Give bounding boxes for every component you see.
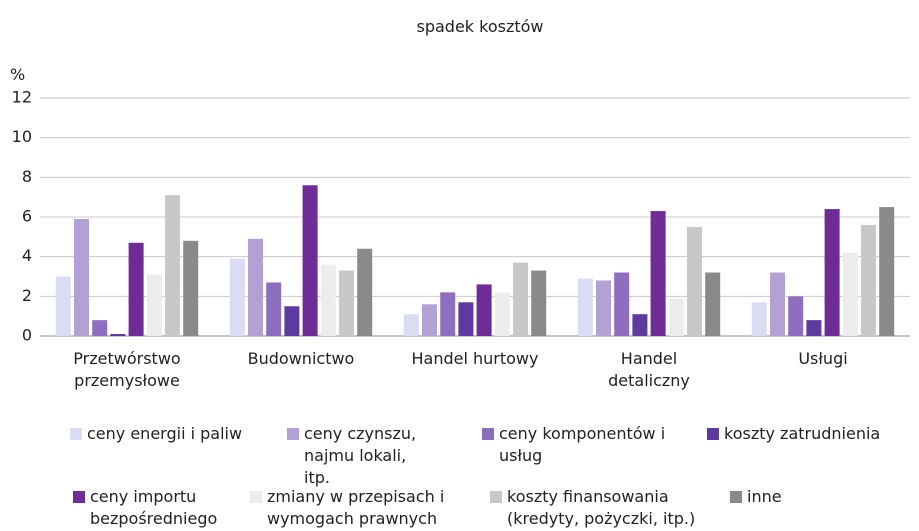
legend-item: ceny importu bezpośredniego <box>73 486 233 530</box>
bar <box>596 280 611 336</box>
bar <box>650 211 666 336</box>
legend-swatch <box>250 491 262 503</box>
bar <box>879 207 895 336</box>
y-tick-label: 12 <box>12 88 32 107</box>
bar <box>687 226 702 336</box>
legend-label: ceny energii i paliw <box>87 424 243 443</box>
legend-swatch <box>70 428 82 440</box>
bar <box>705 272 721 336</box>
x-tick-label: Przetwórstwo przemysłowe <box>73 349 181 390</box>
bar <box>668 298 684 336</box>
legend-label: koszty finansowania (kredyty, pożyczki, … <box>507 487 696 528</box>
bar <box>806 320 822 336</box>
bar <box>422 304 437 336</box>
bar <box>92 320 108 336</box>
bar <box>403 314 419 336</box>
legend-label: inne <box>747 487 782 506</box>
bar <box>577 278 593 336</box>
bar <box>751 302 767 336</box>
bar <box>110 334 126 336</box>
legend-item: koszty finansowania (kredyty, pożyczki, … <box>490 486 720 530</box>
chart-title: spadek kosztów <box>416 17 544 36</box>
bar <box>476 284 492 336</box>
x-tick-label: Budownictwo <box>247 349 355 368</box>
legend-swatch <box>482 428 494 440</box>
bar <box>146 274 162 336</box>
bar <box>632 314 648 336</box>
bar <box>165 195 180 336</box>
y-tick-label: 10 <box>12 127 32 146</box>
legend-swatch <box>73 491 85 503</box>
bar <box>183 240 199 336</box>
legend-swatch <box>730 491 742 503</box>
bar <box>74 218 89 336</box>
bar <box>614 272 630 336</box>
legend-label: ceny komponentów i usług <box>499 424 666 465</box>
y-tick-label: 4 <box>22 246 32 265</box>
bar <box>55 276 71 336</box>
legend-item: ceny komponentów i usług <box>482 423 692 467</box>
legend-item: inne <box>730 486 830 508</box>
bar <box>266 282 282 336</box>
legend-item: ceny energii i paliw <box>70 423 270 445</box>
legend-item: koszty zatrudnienia <box>707 423 917 445</box>
bar <box>861 224 876 336</box>
bar <box>128 242 144 336</box>
bar <box>531 270 547 336</box>
bar <box>824 209 840 336</box>
y-tick-label: 6 <box>22 207 32 226</box>
bar <box>229 258 245 336</box>
y-tick-label: 8 <box>22 167 32 186</box>
legend-label: zmiany w przepisach i wymogach prawnych <box>267 487 445 528</box>
bar <box>302 185 318 336</box>
bar <box>320 264 336 336</box>
x-tick-label: Usługi <box>798 349 848 368</box>
y-tick-label: 2 <box>22 286 32 305</box>
y-axis-label: % <box>10 65 26 84</box>
y-tick-label: 0 <box>22 326 32 345</box>
legend-swatch <box>490 491 502 503</box>
bar <box>458 302 474 336</box>
bar <box>770 272 785 336</box>
bar <box>440 292 456 336</box>
legend-item: zmiany w przepisach i wymogach prawnych <box>250 486 470 530</box>
legend-label: ceny importu bezpośredniego <box>90 487 218 528</box>
bar <box>339 270 354 336</box>
bar <box>513 262 528 336</box>
legend-label: koszty zatrudnienia <box>724 424 881 443</box>
legend-label: ceny czynszu, najmu lokali, itp. <box>304 424 417 487</box>
bar <box>494 292 510 336</box>
bar <box>357 248 373 336</box>
x-tick-label: Handel hurtowy <box>411 349 539 368</box>
x-tick-label: Handel detaliczny <box>608 349 690 390</box>
bar <box>248 238 263 336</box>
bar <box>284 306 300 336</box>
bar <box>842 252 858 336</box>
legend-swatch <box>287 428 299 440</box>
legend-item: ceny czynszu, najmu lokali, itp. <box>287 423 437 489</box>
bar <box>788 296 804 336</box>
legend-swatch <box>707 428 719 440</box>
